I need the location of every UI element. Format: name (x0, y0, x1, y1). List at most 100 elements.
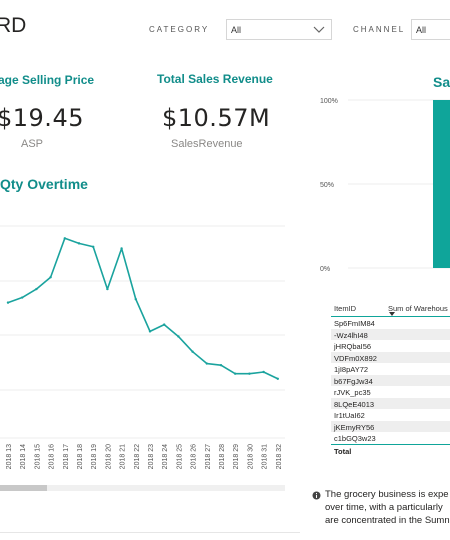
qty-data-point[interactable] (49, 276, 52, 279)
table-body: Sp6FmIM84 -Wz4lhI48 jHRQbaI56 VDFm0X892 1jI8… (331, 317, 450, 444)
x-tick-label: 2018 17 (63, 444, 70, 469)
qty-data-point[interactable] (163, 323, 166, 326)
qty-data-point[interactable] (92, 245, 95, 248)
table-cell-itemid: c1bGQ3w23 (334, 434, 376, 443)
x-tick-label: 2018 21 (120, 444, 127, 469)
table-header-divider (331, 316, 450, 317)
table-cell-itemid: Sp6FmIM84 (334, 319, 375, 328)
revenue-value: $10.57M (162, 104, 271, 132)
table-row[interactable]: -Wz4lhI48 (331, 328, 450, 340)
qty-series-line (7, 237, 279, 380)
table-row[interactable]: Ir1tUaI62 (331, 409, 450, 421)
right-chart-title: Sa (433, 74, 450, 90)
qty-data-point[interactable] (106, 287, 109, 291)
revenue-subtitle: SalesRevenue (171, 138, 243, 150)
category-dropdown-value: All (231, 25, 242, 35)
qty-data-point[interactable] (191, 350, 194, 353)
channel-dropdown-value: All (416, 25, 427, 35)
insight-note: The grocery business is expe over time, … (325, 488, 450, 527)
x-tick-label: 2018 25 (176, 444, 183, 469)
table-cell-itemid: 8LQeE4013 (334, 399, 375, 409)
x-tick-label: 2018 22 (134, 444, 141, 469)
x-tick-label: 2018 31 (262, 444, 269, 469)
revenue-card-title: Total Sales Revenue (157, 72, 273, 86)
y-tick-label: 50% (320, 182, 334, 189)
sort-desc-icon[interactable] (389, 312, 395, 316)
table-row[interactable]: 8LQeE4013 (331, 397, 450, 409)
channel-filter-label: CHANNEL (353, 25, 406, 34)
qty-data-point[interactable] (234, 372, 237, 375)
qty-data-point[interactable] (21, 296, 24, 299)
table-header-itemid[interactable]: ItemID (334, 304, 357, 313)
qty-chart-title: Qty Overtime (0, 176, 88, 192)
warehouse-table: ItemID Sum of Warehous Sp6FmIM84 -Wz4lhI4… (331, 302, 450, 457)
table-row[interactable]: VDFm0X892 (331, 351, 450, 363)
chart-scrollbar-thumb[interactable] (0, 485, 47, 491)
table-cell-itemid: VDFm0X892 (334, 353, 377, 363)
table-row[interactable]: 1jI8pAY72 (331, 363, 450, 375)
x-tick-label: 2018 19 (91, 444, 98, 469)
qty-data-point[interactable] (248, 372, 251, 375)
asp-value: $19.45 (0, 104, 84, 132)
qty-data-point[interactable] (219, 364, 223, 367)
x-tick-label: 2018 27 (205, 444, 212, 469)
qty-data-point[interactable] (205, 362, 208, 365)
chart-scrollbar[interactable] (0, 485, 285, 491)
table-row[interactable]: b67FgJw34 (331, 374, 450, 386)
insight-note-line: are concentrated in the Sumn (325, 515, 450, 526)
table-cell-itemid: b67FgJw34 (334, 376, 373, 386)
y-tick-label: 100% (320, 98, 338, 105)
y-tick-label: 0% (320, 266, 330, 273)
x-tick-label: 2018 14 (20, 444, 27, 469)
qty-overtime-line-chart: 2018 13 2018 14 2018 15 2018 16 2018 17 2018 … (0, 225, 285, 469)
qty-data-point[interactable] (77, 242, 81, 245)
table-header: ItemID Sum of Warehous (331, 302, 450, 316)
table-row[interactable]: rJVK_pc35 (331, 386, 450, 398)
table-total-label: Total (334, 446, 352, 456)
insight-note-line: over time, with a particularly (325, 502, 443, 513)
qty-data-point[interactable] (63, 237, 66, 240)
qty-data-point[interactable] (148, 330, 152, 333)
table-cell-itemid: Ir1tUaI62 (334, 411, 365, 420)
qty-data-point[interactable] (262, 370, 265, 374)
x-tick-label: 2018 23 (148, 444, 155, 469)
x-tick-label: 2018 15 (34, 444, 41, 469)
channel-dropdown[interactable]: All (411, 19, 450, 40)
dashboard-title: RD (0, 14, 27, 37)
x-tick-label: 2018 29 (233, 444, 240, 469)
x-tick-label: 2018 18 (77, 444, 84, 469)
bottom-divider (0, 532, 300, 533)
qty-data-point[interactable] (6, 301, 10, 304)
qty-data-point[interactable] (177, 335, 180, 338)
x-tick-label: 2018 28 (219, 444, 226, 469)
table-header-warehouse[interactable]: Sum of Warehous (388, 304, 448, 313)
x-tick-label: 2018 13 (6, 444, 13, 469)
x-tick-label: 2018 32 (276, 444, 283, 469)
table-cell-itemid: -Wz4lhI48 (334, 330, 368, 340)
qty-data-point[interactable] (120, 247, 123, 250)
x-tick-label: 2018 24 (162, 444, 169, 469)
insight-note-line: The grocery business is expe (325, 489, 449, 500)
info-icon (312, 491, 321, 500)
category-dropdown[interactable]: All (226, 19, 332, 40)
x-tick-label: 2018 26 (191, 444, 198, 469)
qty-data-point[interactable] (35, 287, 38, 291)
qty-data-point[interactable] (276, 377, 279, 380)
table-cell-itemid: jKEmyRY56 (334, 422, 375, 432)
bar[interactable] (433, 100, 450, 268)
asp-card-title: age Selling Price (0, 73, 95, 87)
chevron-down-icon (313, 26, 325, 33)
asp-subtitle: ASP (21, 138, 44, 150)
table-total-row: Total (331, 443, 450, 457)
category-filter-label: CATEGORY (149, 25, 210, 34)
table-row[interactable]: jKEmyRY56 (331, 420, 450, 432)
table-row[interactable]: jHRQbaI56 (331, 340, 450, 352)
sales-percent-bar-chart: 100% 50% 0% (320, 98, 450, 273)
table-row[interactable]: c1bGQ3w23 (331, 432, 450, 444)
table-cell-itemid: 1jI8pAY72 (334, 365, 369, 374)
table-cell-itemid: jHRQbaI56 (334, 342, 372, 351)
table-row[interactable]: Sp6FmIM84 (331, 317, 450, 329)
x-tick-label: 2018 16 (49, 444, 56, 469)
x-tick-label: 2018 30 (247, 444, 254, 469)
qty-data-point[interactable] (134, 298, 137, 301)
